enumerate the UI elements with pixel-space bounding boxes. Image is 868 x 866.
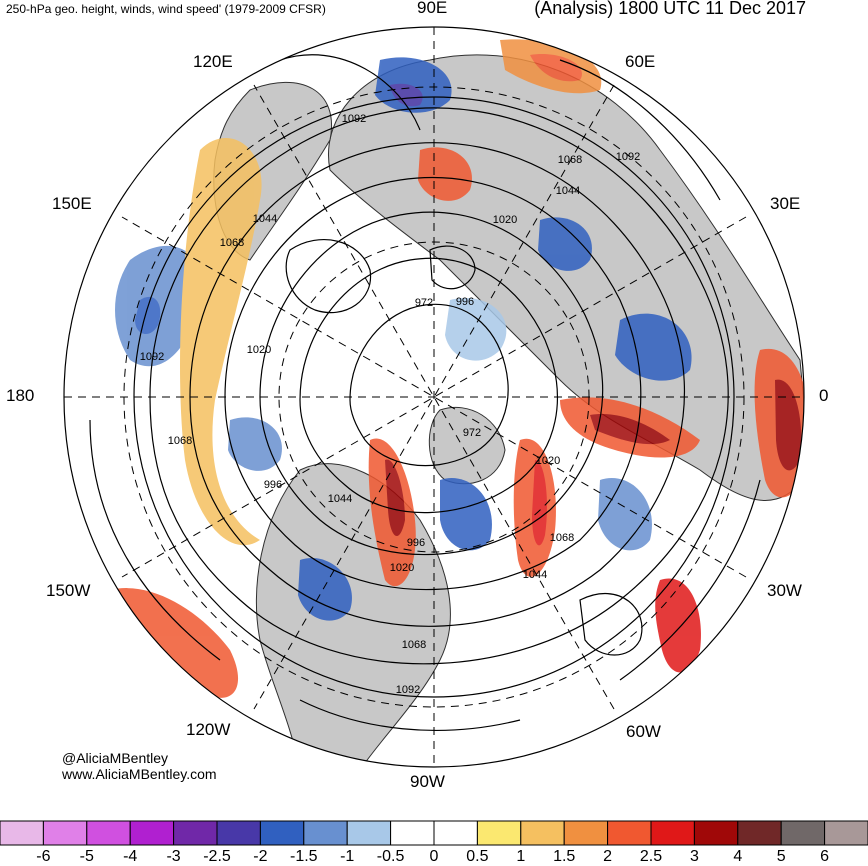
credit-website: www.AliciaMBentley.com bbox=[62, 766, 217, 782]
colorbar-swatch bbox=[521, 821, 564, 845]
lon-label-150w: 150W bbox=[46, 581, 90, 601]
contour-label: 1068 bbox=[220, 237, 244, 249]
colorbar-tick-label: 2 bbox=[603, 848, 612, 866]
colorbar-swatch bbox=[564, 821, 607, 845]
colorbar-swatch bbox=[477, 821, 520, 845]
contour-label: 1044 bbox=[556, 185, 580, 197]
colorbar-tick-label: -4 bbox=[123, 848, 137, 866]
colorbar-tick-label: 0.5 bbox=[466, 848, 488, 866]
credit-twitter: @AliciaMBentley bbox=[62, 750, 168, 766]
lon-label-60e: 60E bbox=[625, 52, 655, 72]
colorbar-tick-label: -6 bbox=[36, 848, 50, 866]
contour-label: 1044 bbox=[328, 493, 352, 505]
contour-label: 1068 bbox=[402, 639, 426, 651]
contour-label: 1020 bbox=[536, 455, 560, 467]
contour-label: 1044 bbox=[523, 569, 547, 581]
contour-label: 1020 bbox=[390, 562, 414, 574]
colorbar-swatch bbox=[347, 821, 390, 845]
contour-label: 1068 bbox=[558, 154, 582, 166]
contour-label: 1020 bbox=[247, 344, 271, 356]
colorbar bbox=[0, 820, 868, 846]
lon-label-0: 0 bbox=[819, 386, 828, 406]
colorbar-swatch bbox=[825, 821, 868, 845]
contour-label: 1020 bbox=[493, 214, 517, 226]
contour-label: 1044 bbox=[253, 213, 277, 225]
colorbar-tick-label: -1.5 bbox=[290, 848, 318, 866]
colorbar-tick-label: 1 bbox=[516, 848, 525, 866]
lon-label-120w: 120W bbox=[186, 720, 230, 740]
colorbar-tick-label: 4 bbox=[733, 848, 742, 866]
colorbar-tick-label: -2 bbox=[253, 848, 267, 866]
contour-label: 996 bbox=[407, 537, 425, 549]
colorbar-swatch bbox=[43, 821, 86, 845]
contour-label: 1092 bbox=[342, 113, 366, 125]
colorbar-swatch bbox=[608, 821, 651, 845]
colorbar-swatch bbox=[260, 821, 303, 845]
lon-label-180: 180 bbox=[6, 386, 34, 406]
colorbar-swatch bbox=[651, 821, 694, 845]
colorbar-tick-label: 6 bbox=[820, 848, 829, 866]
contour-label: 972 bbox=[463, 427, 481, 439]
contour-label: 972 bbox=[415, 297, 433, 309]
analysis-time: (Analysis) 1800 UTC 11 Dec 2017 bbox=[534, 0, 806, 19]
colorbar-tick-label: 0 bbox=[430, 848, 439, 866]
colorbar-tick-label: 3 bbox=[690, 848, 699, 866]
colorbar-tick-label: -2.5 bbox=[203, 848, 231, 866]
lon-label-150e: 150E bbox=[52, 194, 92, 214]
colorbar-swatch bbox=[434, 821, 477, 845]
colorbar-swatch bbox=[130, 821, 173, 845]
colorbar-swatch bbox=[174, 821, 217, 845]
lon-label-60w: 60W bbox=[626, 722, 661, 742]
contour-label: 1092 bbox=[140, 351, 164, 363]
colorbar-tick-label: 2.5 bbox=[640, 848, 662, 866]
contour-label: 1068 bbox=[550, 532, 574, 544]
colorbar-swatch bbox=[217, 821, 260, 845]
colorbar-swatch bbox=[694, 821, 737, 845]
lon-label-30e: 30E bbox=[770, 194, 800, 214]
lon-label-90e: 90E bbox=[417, 0, 447, 18]
colorbar-swatch bbox=[87, 821, 130, 845]
colorbar-swatch bbox=[738, 821, 781, 845]
lon-label-30w: 30W bbox=[767, 581, 802, 601]
colorbar-tick-label: -5 bbox=[80, 848, 94, 866]
colorbar-swatch bbox=[781, 821, 824, 845]
contour-label: 1092 bbox=[396, 684, 420, 696]
contour-label: 1068 bbox=[168, 435, 192, 447]
colorbar-swatch bbox=[391, 821, 434, 845]
colorbar-tick-label: -0.5 bbox=[377, 848, 405, 866]
colorbar-tick-label: -3 bbox=[166, 848, 180, 866]
colorbar-tick-label: 5 bbox=[777, 848, 786, 866]
colorbar-swatch bbox=[304, 821, 347, 845]
contour-label: 1092 bbox=[616, 151, 640, 163]
contour-label: 996 bbox=[264, 479, 282, 491]
colorbar-tick-label: -1 bbox=[340, 848, 354, 866]
colorbar-tick-label: 1.5 bbox=[553, 848, 575, 866]
colorbar-swatch bbox=[0, 821, 43, 845]
chart-title: 250-hPa geo. height, winds, wind speed' … bbox=[6, 2, 326, 16]
lon-label-120e: 120E bbox=[193, 52, 233, 72]
contour-label: 996 bbox=[456, 296, 474, 308]
lon-label-90w: 90W bbox=[410, 772, 445, 792]
